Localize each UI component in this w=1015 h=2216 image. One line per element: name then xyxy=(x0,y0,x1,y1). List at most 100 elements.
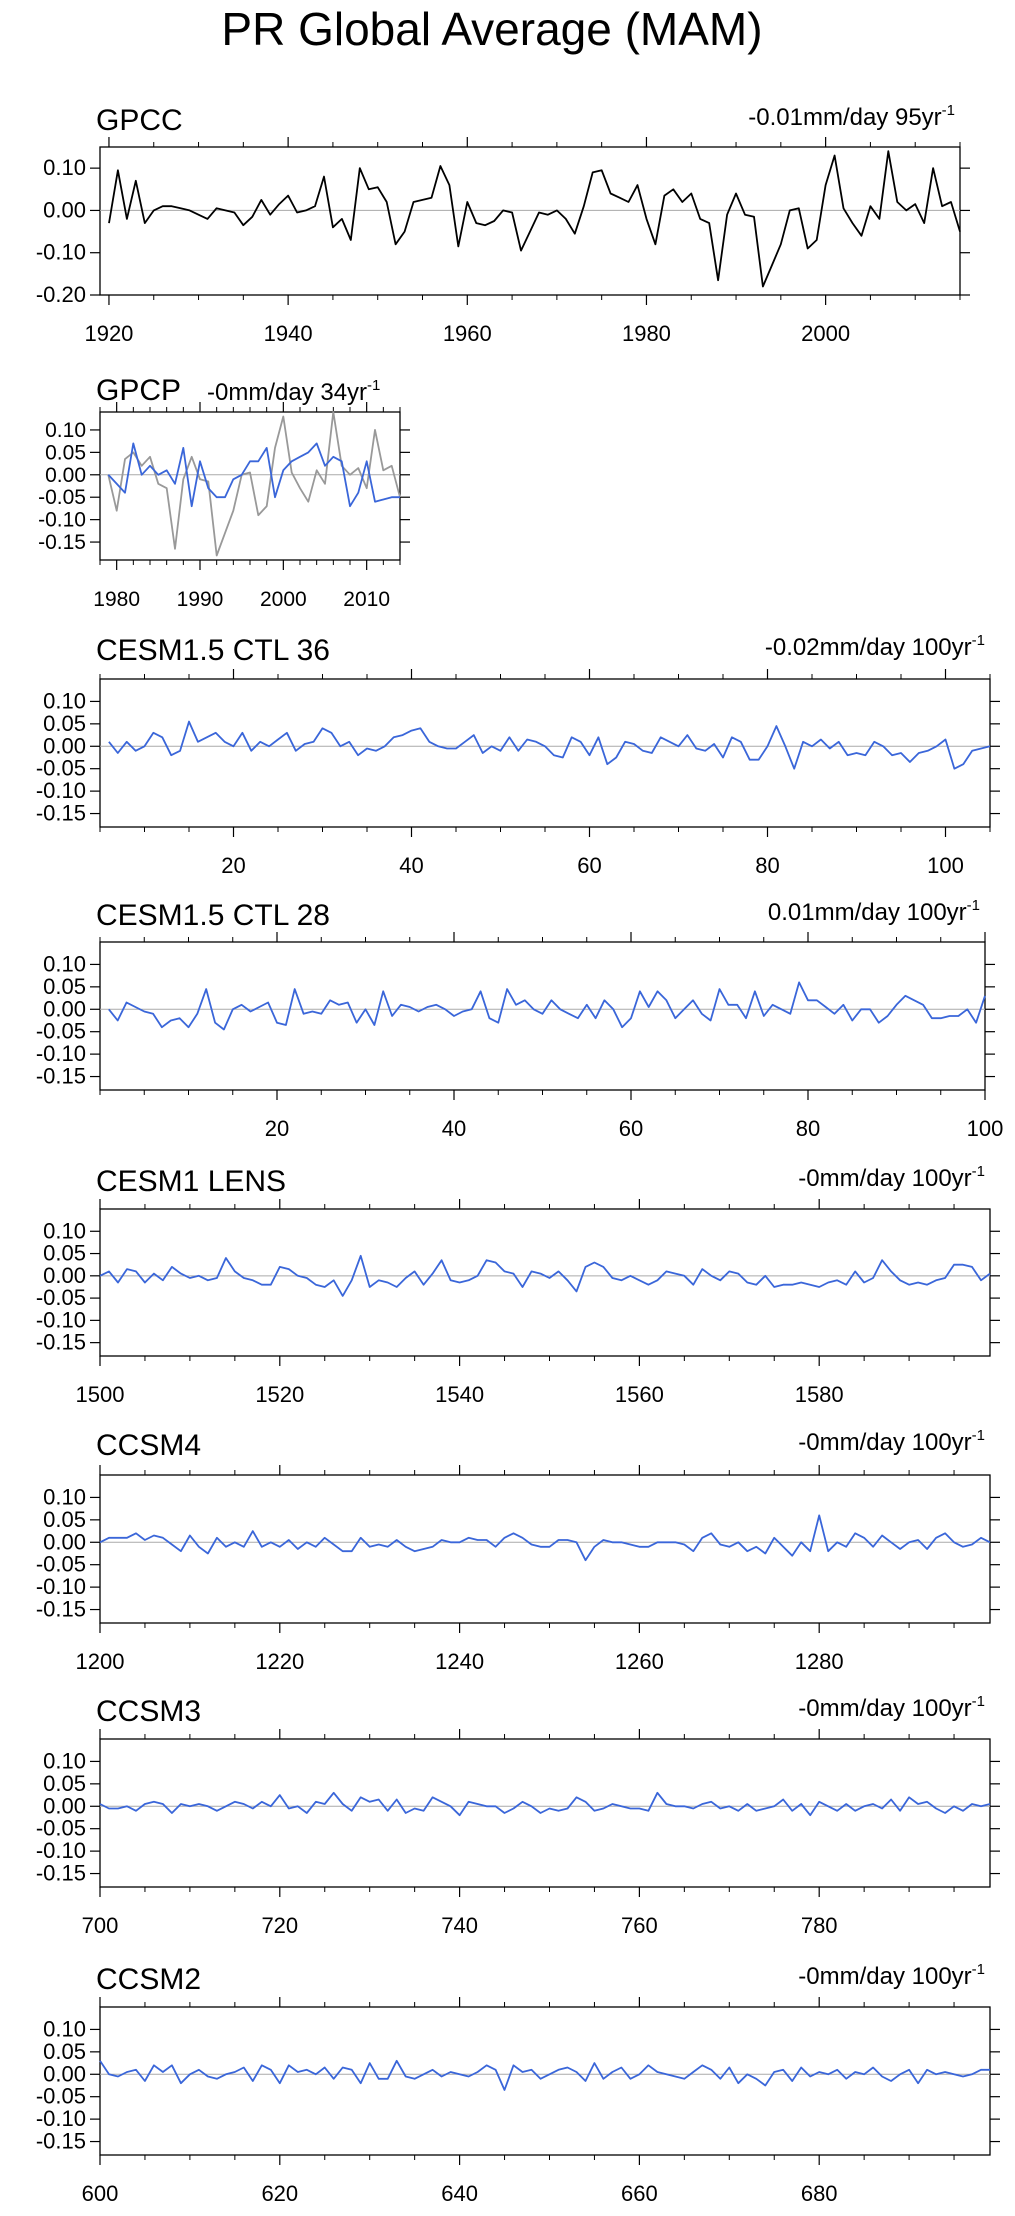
series-line-0 xyxy=(99,1791,991,1817)
chart-trend-exponent: -1 xyxy=(972,1163,985,1180)
x-tick-label: 640 xyxy=(441,2181,478,2206)
chart-trend-text: -0mm/day 34yr xyxy=(207,379,367,406)
series-line-1 xyxy=(107,442,400,508)
x-tick-label: 1940 xyxy=(264,321,313,346)
chart-trend-label: -0mm/day 100yr-1 xyxy=(798,1693,985,1722)
y-tick-label: 0.05 xyxy=(43,1771,86,1796)
chart-panel-5: CCSM4 -0mm/day 100yr-1 1200 1220 1240 1260 128… xyxy=(36,1427,1000,1674)
x-tick-label: 2000 xyxy=(260,588,307,611)
y-tick-label: -0.10 xyxy=(36,1307,86,1332)
chart-trend-text: -0mm/day 100yr xyxy=(798,1165,971,1192)
chart-trend-label: -0mm/day 34yr-1 xyxy=(207,377,380,406)
y-tick-label: 0.05 xyxy=(43,2039,86,2064)
y-tick-label: 0.05 xyxy=(43,711,86,736)
x-tick-label: 1240 xyxy=(435,1649,484,1674)
chart-trend-exponent: -1 xyxy=(367,377,380,394)
y-tick-label: -0.05 xyxy=(36,2084,86,2109)
x-tick-label: 600 xyxy=(82,2181,119,2206)
chart-panel-2: CESM1.5 CTL 36 -0.02mm/day 100yr-1 20 40 60 8… xyxy=(36,632,1000,878)
x-tick-label: 80 xyxy=(796,1116,820,1141)
chart-title: CCSM2 xyxy=(96,1963,201,1996)
x-tick-label: 1920 xyxy=(84,321,133,346)
chart-panel-0: GPCC -0.01mm/day 95yr-1 1920 1940 1960 1980 20… xyxy=(36,102,970,346)
chart-trend-text: -0mm/day 100yr xyxy=(798,1429,971,1456)
x-tick-label: 680 xyxy=(801,2181,838,2206)
y-tick-label: 0.10 xyxy=(43,155,86,180)
series-line-0 xyxy=(99,2059,990,2091)
plot-frame xyxy=(99,1208,991,1357)
y-tick-label: 0.10 xyxy=(43,1218,86,1243)
x-tick-label: 1960 xyxy=(443,321,492,346)
x-tick-label: 1980 xyxy=(622,321,671,346)
chart-trend-text: -0.02mm/day 100yr xyxy=(765,634,972,661)
y-tick-label: 0.05 xyxy=(43,1241,86,1266)
chart-title: CCSM4 xyxy=(96,1429,201,1462)
chart-panel-3: CESM1.5 CTL 28 0.01mm/day 100yr-1 20 40 60 80… xyxy=(36,897,1004,1141)
chart-trend-exponent: -1 xyxy=(942,102,955,119)
x-tick-label: 2010 xyxy=(343,588,390,611)
chart-trend-exponent: -1 xyxy=(972,1693,985,1710)
series-line-0 xyxy=(107,411,401,557)
plot-frame xyxy=(99,146,961,296)
x-tick-label: 720 xyxy=(261,1913,298,1938)
plot-frame xyxy=(99,941,986,1091)
chart-title: CESM1 LENS xyxy=(96,1165,286,1198)
y-tick-label: 0.10 xyxy=(43,1748,86,1773)
chart-panel-4: CESM1 LENS -0mm/day 100yr-1 1500 1520 1540 15… xyxy=(36,1163,1000,1407)
y-tick-label: -0.05 xyxy=(36,1285,86,1310)
x-tick-label: 20 xyxy=(265,1116,289,1141)
y-tick-label: -0.15 xyxy=(36,1861,86,1886)
y-tick-label: 0.00 xyxy=(43,197,86,222)
y-tick-label: 0.00 xyxy=(45,464,86,487)
x-tick-label: 2000 xyxy=(801,321,850,346)
x-tick-label: 660 xyxy=(621,2181,658,2206)
chart-trend-label: -0mm/day 100yr-1 xyxy=(798,1961,985,1990)
y-tick-label: -0.15 xyxy=(36,2129,86,2154)
y-tick-label: -0.05 xyxy=(36,1816,86,1841)
y-tick-label: 0.00 xyxy=(43,733,86,758)
series-line-0 xyxy=(108,981,986,1031)
chart-title: CESM1.5 CTL 28 xyxy=(96,899,330,932)
x-tick-label: 20 xyxy=(221,853,245,878)
series-line-0 xyxy=(108,720,991,770)
chart-title: GPCP xyxy=(96,374,181,407)
y-tick-label: -0.10 xyxy=(36,240,86,265)
chart-trend-text: -0.01mm/day 95yr xyxy=(748,104,941,131)
y-tick-label: 0.05 xyxy=(45,441,86,464)
x-tick-label: 1500 xyxy=(76,1382,125,1407)
x-tick-label: 620 xyxy=(261,2181,298,2206)
y-tick-label: -0.05 xyxy=(36,756,86,781)
y-tick-label: 0.00 xyxy=(43,1263,86,1288)
x-tick-label: 60 xyxy=(619,1116,643,1141)
chart-trend-text: 0.01mm/day 100yr xyxy=(768,899,967,926)
x-tick-label: 1220 xyxy=(255,1649,304,1674)
chart-title: CCSM3 xyxy=(96,1695,201,1728)
y-tick-label: -0.10 xyxy=(38,509,86,532)
y-tick-label: 0.10 xyxy=(43,951,86,976)
chart-trend-text: -0mm/day 100yr xyxy=(798,1695,971,1722)
x-tick-label: 100 xyxy=(967,1116,1004,1141)
y-tick-label: 0.00 xyxy=(43,996,86,1021)
x-tick-label: 760 xyxy=(621,1913,658,1938)
chart-trend-exponent: -1 xyxy=(972,632,985,649)
y-tick-label: -0.05 xyxy=(38,486,86,509)
chart-trend-label: -0.01mm/day 95yr-1 xyxy=(748,102,955,131)
y-tick-label: -0.10 xyxy=(36,1574,86,1599)
y-tick-label: -0.15 xyxy=(36,1597,86,1622)
y-tick-label: 0.00 xyxy=(43,2061,86,2086)
x-tick-label: 1260 xyxy=(615,1649,664,1674)
chart-panel-6: CCSM3 -0mm/day 100yr-1 700 720 740 760 780 0.10… xyxy=(36,1693,1000,1938)
plot-frame xyxy=(99,2006,991,2156)
y-tick-label: 0.10 xyxy=(43,688,86,713)
series-line-0 xyxy=(99,1254,991,1297)
y-tick-label: 0.10 xyxy=(43,1484,86,1509)
y-tick-label: -0.20 xyxy=(36,282,86,307)
y-tick-label: -0.15 xyxy=(36,1330,86,1355)
chart-trend-exponent: -1 xyxy=(972,1427,985,1444)
y-tick-label: 0.10 xyxy=(43,2016,86,2041)
chart-trend-label: -0mm/day 100yr-1 xyxy=(798,1163,985,1192)
plot-frame xyxy=(99,1738,991,1888)
y-tick-label: -0.15 xyxy=(38,531,86,554)
x-tick-label: 40 xyxy=(399,853,423,878)
y-tick-label: -0.10 xyxy=(36,2106,86,2131)
